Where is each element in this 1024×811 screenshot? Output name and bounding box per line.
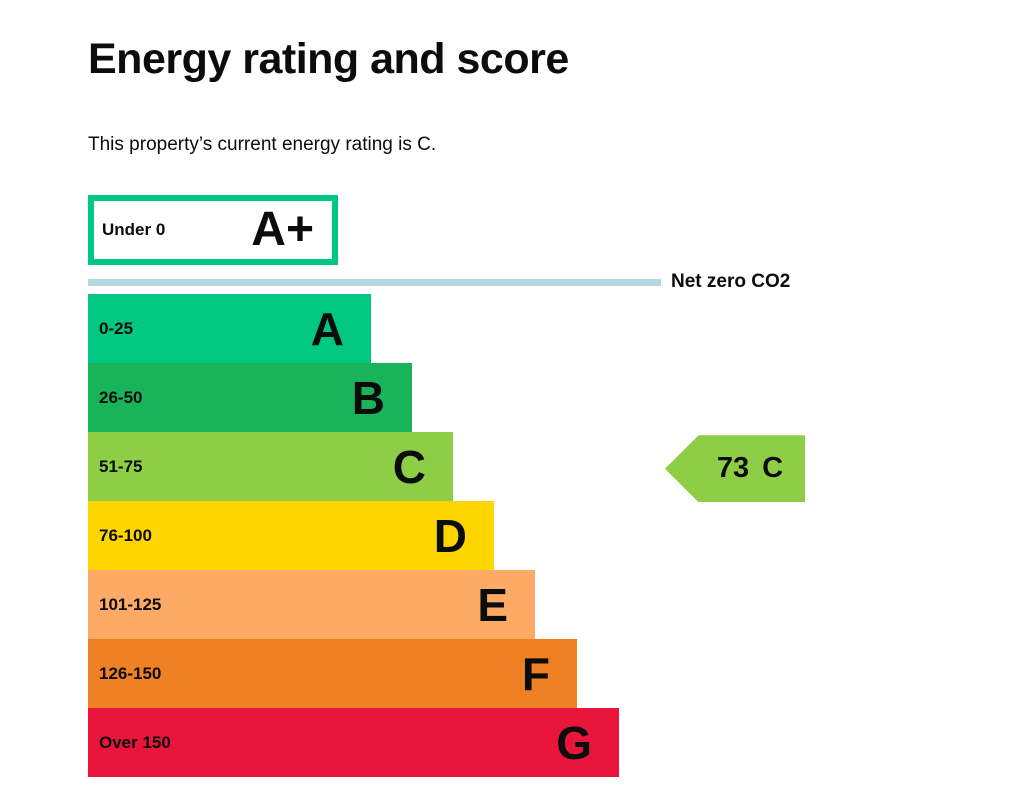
rating-band-e: 101-125 E [88, 570, 535, 640]
rating-band-d: 76-100 D [88, 501, 494, 571]
band-range-label: 0-25 [99, 318, 134, 338]
band-letter: C [392, 440, 426, 493]
epc-energy-rating-section: Energy rating and score This property’s … [88, 35, 1024, 778]
rating-band-g: Over 150 G [88, 708, 619, 778]
rating-band-b: 26-50 B [88, 363, 412, 433]
current-rating-summary: This property’s current energy rating is… [88, 134, 437, 156]
band-letter: B [351, 371, 385, 424]
band-letter: E [477, 578, 508, 631]
rating-band-a-plus: Under 0 A+ [88, 195, 338, 266]
rating-band-c: 51-75 C [88, 432, 453, 502]
band-range-label: 76-100 [99, 525, 152, 545]
current-rating-score: 73 [716, 452, 750, 485]
band-letter: D [433, 509, 467, 562]
net-zero-row: Net zero CO2 [88, 270, 1024, 294]
band-range-label: 26-50 [99, 387, 143, 407]
band-letter: F [521, 647, 550, 700]
band-letter: G [556, 716, 592, 769]
net-zero-line [88, 278, 661, 286]
band-letter: A+ [251, 203, 314, 257]
band-range-label: 101-125 [99, 594, 162, 614]
net-zero-label: Net zero CO2 [671, 271, 791, 293]
current-rating-letter: C [762, 452, 784, 485]
band-range-label: 51-75 [99, 456, 143, 476]
rating-band-f: 126-150 F [88, 639, 577, 709]
band-range-label: Under 0 [102, 220, 166, 240]
band-letter: A [310, 302, 344, 355]
band-range-label: 126-150 [99, 663, 162, 683]
energy-rating-chart: Under 0 A+ Net zero CO2 0-25 A 26-50 B 51-75… [88, 195, 1024, 778]
page-title: Energy rating and score [88, 35, 569, 83]
rating-band-a: 0-25 A [88, 294, 371, 364]
band-range-label: Over 150 [99, 732, 171, 752]
current-rating-arrow: 73 C [665, 435, 805, 503]
rating-bands: 0-25 A 26-50 B 51-75 C 76-100 D 101-125 E 126-150 F… [88, 294, 1024, 778]
